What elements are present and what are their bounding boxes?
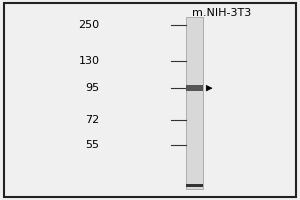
- Text: 95: 95: [85, 83, 100, 93]
- Bar: [186, 17, 203, 189]
- Text: 130: 130: [79, 56, 100, 66]
- Bar: [186, 184, 203, 187]
- Text: 72: 72: [85, 115, 100, 125]
- Text: 250: 250: [78, 20, 100, 30]
- Bar: [186, 85, 203, 91]
- Text: m.NIH-3T3: m.NIH-3T3: [192, 8, 251, 18]
- Text: 55: 55: [85, 140, 100, 150]
- FancyBboxPatch shape: [4, 3, 296, 197]
